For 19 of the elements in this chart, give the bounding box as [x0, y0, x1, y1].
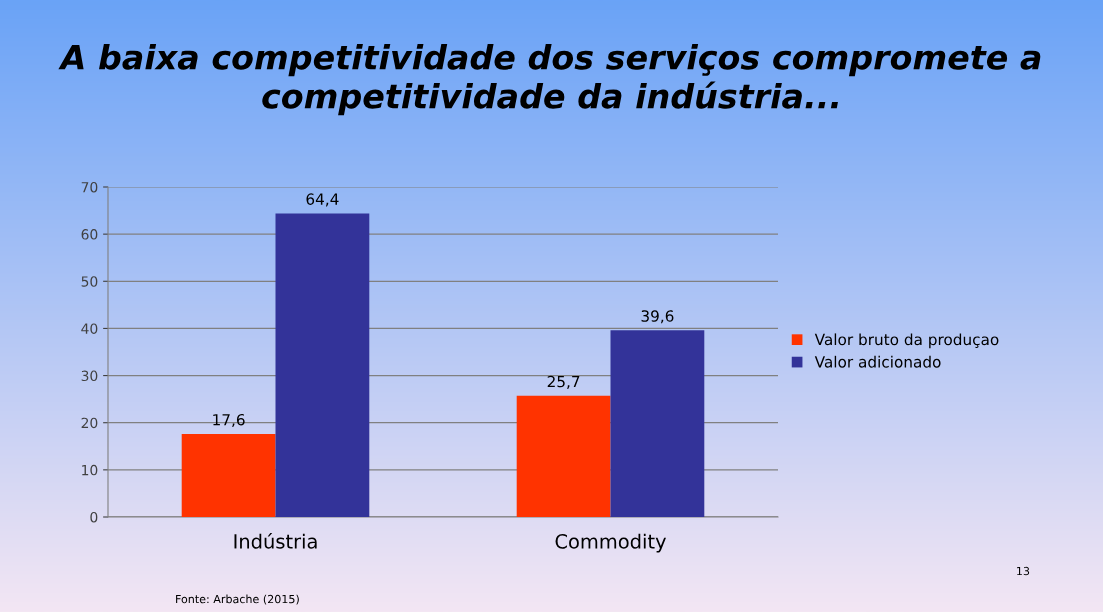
source-note: Fonte: Arbache (2015) — [176, 594, 299, 605]
y-tick-label: 70 — [81, 181, 98, 193]
y-tick-label: 40 — [81, 323, 98, 334]
data-label: 64,4 — [306, 193, 339, 207]
y-tick-label: 0 — [90, 511, 98, 523]
y-tick-label: 50 — [81, 276, 98, 287]
x-tick-label: Commodity — [555, 533, 666, 553]
y-tick-label: 60 — [81, 229, 98, 240]
x-tick-label: Indústria — [234, 532, 317, 549]
y-tick-label: 30 — [81, 370, 98, 382]
y-tick-label: 20 — [81, 417, 98, 429]
legend-label: Valor adicionado — [814, 355, 941, 368]
data-label: 17,6 — [213, 413, 245, 428]
y-tick-label: 10 — [82, 464, 98, 476]
text: 13 — [1017, 566, 1030, 576]
legend-label: Valor bruto da produçao — [814, 333, 999, 349]
chart-title: A baixa competitividade dos serviços compromete a competitividade da indústria... — [58, 43, 1041, 116]
data-label: 39,6 — [641, 310, 674, 324]
data-label: 25,7 — [547, 375, 580, 389]
